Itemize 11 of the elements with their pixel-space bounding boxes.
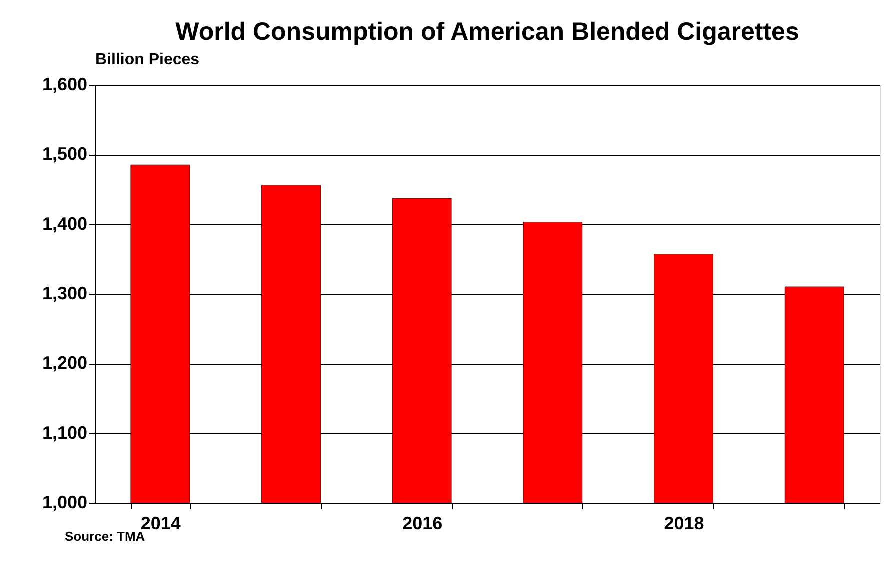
y-tick-label: 1,600 <box>42 74 88 94</box>
y-tick-label: 1,400 <box>42 214 88 234</box>
x-tick-label: 2018 <box>664 514 704 534</box>
y-tick-label: 1,100 <box>42 422 88 443</box>
y-tick-label: 1,000 <box>42 492 88 512</box>
x-tick-label: 2016 <box>402 514 443 534</box>
chart-title: World Consumption of American Blended Cigarettes <box>176 18 800 46</box>
y-tick-label: 1,200 <box>42 353 88 374</box>
y-axis-title: Billion Pieces <box>96 52 200 68</box>
y-tick-label: 1,500 <box>42 144 88 164</box>
y-tick-label: 1,300 <box>42 284 88 304</box>
